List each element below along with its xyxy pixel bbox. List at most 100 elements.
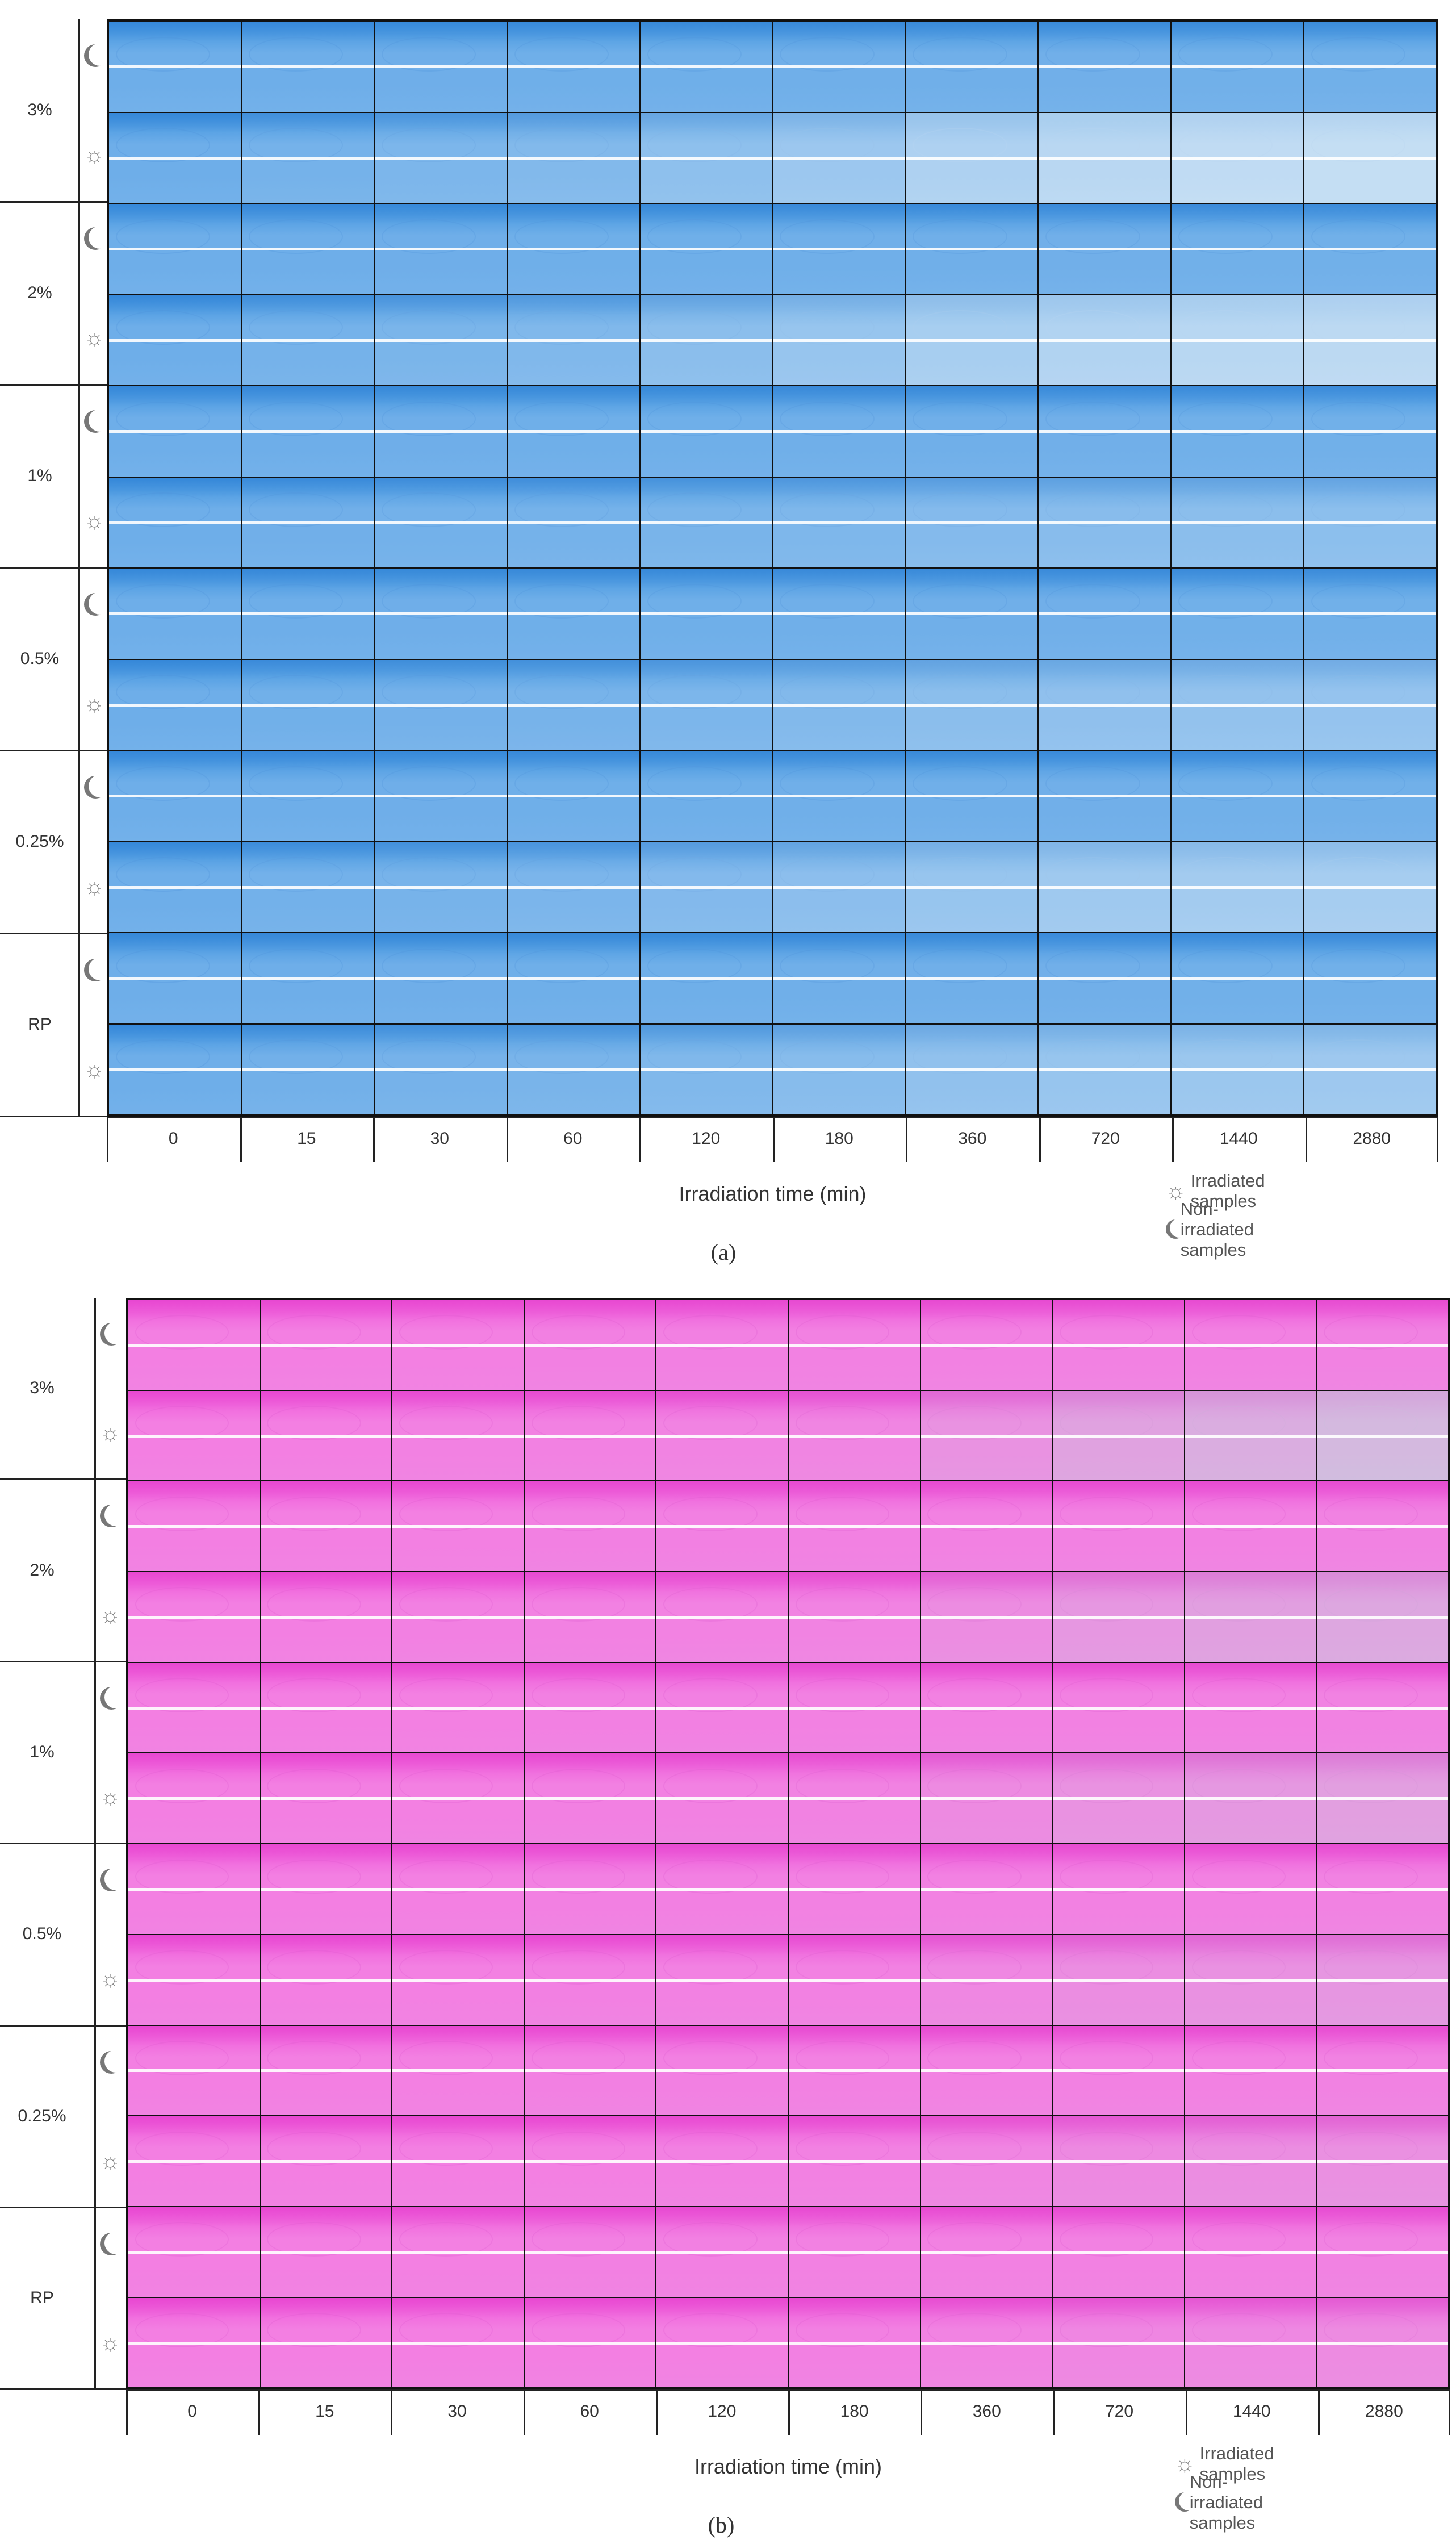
- sample-edge-shade: [507, 842, 639, 862]
- x-tick: [373, 1117, 375, 1162]
- sample-cell: [108, 933, 241, 1024]
- sample-edge-shade: [921, 2297, 1052, 2318]
- x-tick-label: 2880: [1365, 2402, 1403, 2421]
- sample-cell: [128, 1300, 260, 1390]
- sample-divider-line: [789, 1343, 920, 1347]
- sample-divider-line: [392, 1888, 524, 1891]
- sample-cell: [639, 841, 773, 933]
- sample-divider-line: [789, 2250, 920, 2254]
- sample-cell: [772, 21, 906, 112]
- sample-cell: [656, 2297, 788, 2388]
- sample-edge-shade: [906, 112, 1038, 133]
- sample-divider-line: [906, 703, 1038, 707]
- sample-edge-shade: [260, 1662, 392, 1683]
- sample-cell: [260, 2025, 392, 2116]
- sample-edge-shade: [773, 751, 905, 771]
- sample-edge-shade: [1172, 659, 1304, 680]
- sample-cell: [639, 21, 773, 112]
- sample-cell: [788, 1481, 921, 1572]
- sample-divider-line: [1304, 430, 1436, 433]
- sample-cell: [905, 841, 1039, 933]
- sample-edge-shade: [241, 295, 374, 315]
- sample-divider-line: [1185, 1343, 1316, 1347]
- sample-edge-shade: [374, 751, 507, 771]
- sample-cell: [392, 1844, 524, 1935]
- sample-cell: [772, 841, 906, 933]
- sample-divider-line: [1185, 1978, 1316, 1982]
- sample-cell: [656, 1844, 788, 1935]
- sample-cell: [374, 750, 507, 842]
- sample-cell: [920, 1844, 1053, 1935]
- sample-cell: [1184, 1300, 1317, 1390]
- sample-edge-shade: [507, 1024, 639, 1045]
- sample-edge-shade: [1185, 1300, 1316, 1320]
- sample-cell: [108, 477, 241, 568]
- sample-cell: [241, 386, 374, 477]
- sample-edge-shade: [109, 204, 241, 224]
- sample-divider-line: [773, 885, 905, 889]
- sample-cell: [1304, 750, 1437, 842]
- sample-edge-shade: [1172, 22, 1304, 41]
- sample-cell: [524, 2116, 656, 2207]
- sample-edge-shade: [656, 2116, 788, 2136]
- sample-cell: [507, 568, 640, 659]
- sample-divider-line: [524, 2069, 656, 2073]
- legend-irradiated: ☼ Irradiated samples: [1174, 2443, 1276, 2484]
- sample-divider-line: [524, 1888, 656, 1891]
- sample-divider-line: [109, 1068, 241, 1071]
- sample-divider-line: [260, 1343, 392, 1347]
- sample-edge-shade: [640, 112, 772, 133]
- sample-cell: [1052, 1662, 1185, 1753]
- sample-edge-shade: [128, 1844, 260, 1864]
- sample-edge-shade: [1304, 659, 1436, 680]
- sample-edge-shade: [906, 295, 1038, 315]
- sample-divider-line: [656, 1525, 788, 1528]
- sample-cell: [507, 21, 640, 112]
- x-tick: [1172, 1117, 1174, 1162]
- sample-divider-line: [921, 2069, 1052, 2073]
- sample-cell: [1038, 477, 1172, 568]
- sample-cell: [128, 1390, 260, 1481]
- sample-edge-shade: [374, 842, 507, 862]
- sample-edge-shade: [392, 1300, 524, 1320]
- sample-divider-line: [1053, 2341, 1184, 2345]
- sample-edge-shade: [1304, 477, 1436, 498]
- sample-edge-shade: [524, 1300, 656, 1320]
- sample-divider-line: [507, 430, 639, 433]
- sample-cell: [1304, 386, 1437, 477]
- sample-cell: [507, 659, 640, 750]
- sample-divider-line: [773, 1068, 905, 1071]
- sample-divider-line: [656, 1888, 788, 1891]
- x-tick-label: 360: [958, 1129, 987, 1148]
- sample-cell: [392, 1572, 524, 1662]
- sample-cell: [1316, 2206, 1449, 2297]
- moon-icon: [89, 43, 111, 66]
- sample-cell: [772, 568, 906, 659]
- sample-edge-shade: [773, 842, 905, 862]
- x-tick-label: 0: [187, 2402, 197, 2421]
- sample-edge-shade: [374, 659, 507, 680]
- sample-cell: [507, 112, 640, 203]
- sample-cell: [905, 112, 1039, 203]
- sample-divider-line: [921, 1978, 1052, 1982]
- sample-edge-shade: [392, 1481, 524, 1502]
- sample-cell: [656, 2116, 788, 2207]
- sample-cell: [524, 2206, 656, 2297]
- sample-divider-line: [392, 2341, 524, 2345]
- sample-divider-line: [906, 65, 1038, 69]
- sample-cell: [905, 203, 1039, 295]
- sample-edge-shade: [260, 2116, 392, 2136]
- sample-edge-shade: [128, 1390, 260, 1411]
- group-separator: [0, 1660, 126, 1662]
- sample-edge-shade: [921, 1481, 1052, 1502]
- sample-divider-line: [260, 2341, 392, 2345]
- sample-cell: [1052, 2025, 1185, 2116]
- x-tick: [258, 2389, 261, 2435]
- sample-grid: [107, 19, 1438, 1117]
- concentration-label: 3%: [27, 101, 52, 119]
- sample-cell: [374, 386, 507, 477]
- sample-divider-line: [241, 977, 374, 980]
- sample-divider-line: [789, 1978, 920, 1982]
- sample-edge-shade: [260, 1481, 392, 1502]
- sample-divider-line: [260, 1615, 392, 1619]
